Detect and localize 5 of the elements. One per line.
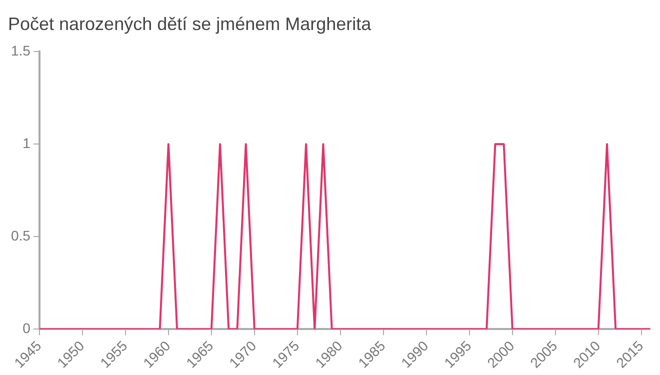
y-tick-label: 0	[22, 320, 31, 336]
chart-title: Počet narozených dětí se jménem Margherita	[8, 14, 372, 34]
y-tick-label: 1	[22, 134, 31, 151]
y-tick-label: 0.5	[10, 227, 31, 244]
y-tick-label: 1.5	[10, 42, 31, 58]
